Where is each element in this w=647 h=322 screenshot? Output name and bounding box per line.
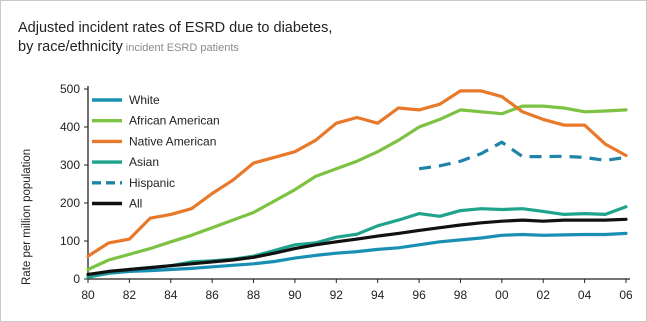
- x-tick-label: 96: [412, 288, 426, 302]
- x-tick-label: 00: [495, 288, 509, 302]
- y-tick-label: 200: [60, 196, 80, 210]
- x-tick-label: 90: [288, 288, 302, 302]
- series-line-white: [86, 231, 628, 279]
- axes: 0 100 200 300 400 500 80 82 84 86 88 90 92 94 96 98 00 02…: [60, 82, 633, 302]
- chart-subtitle: incident ESRD patients: [125, 42, 239, 54]
- chart-title-continued: by race/ethnicity: [18, 39, 123, 55]
- x-tick-label: 04: [578, 288, 592, 302]
- legend: White African American Native American Asia…: [92, 93, 220, 211]
- legend-label-hispanic: Hispanic: [129, 176, 175, 190]
- x-tick-label: 94: [371, 288, 385, 302]
- series-line-african-american: [86, 104, 628, 272]
- legend-label-african-american: African American: [129, 114, 220, 128]
- y-tick-label: 400: [60, 120, 80, 134]
- x-tick-label: 06: [619, 288, 633, 302]
- series-line-all: [86, 217, 628, 276]
- legend-label-white: White: [129, 93, 160, 107]
- y-tick-label: 100: [60, 234, 80, 248]
- x-tick-label: 92: [330, 288, 344, 302]
- series-line-hispanic: [418, 140, 627, 171]
- x-tick-label: 82: [123, 288, 137, 302]
- x-tick-label: 02: [537, 288, 551, 302]
- series-layer: [86, 89, 628, 279]
- y-tick-label: 500: [60, 82, 80, 96]
- chart-title: Adjusted incident rates of ESRD due to d…: [18, 20, 333, 36]
- chart-title-line-2: by race/ethnicity incident ESRD patients: [18, 39, 239, 55]
- y-tick-label: 300: [60, 158, 80, 172]
- x-tick-label: 84: [164, 288, 178, 302]
- x-tick-label: 98: [454, 288, 468, 302]
- x-tick-label: 88: [247, 288, 261, 302]
- legend-label-all: All: [129, 197, 142, 211]
- series-line-native-american: [86, 89, 628, 258]
- legend-label-native-american: Native American: [129, 134, 216, 148]
- x-tick-label: 80: [81, 288, 95, 302]
- y-tick-label: 0: [73, 272, 80, 286]
- legend-label-asian: Asian: [129, 155, 159, 169]
- x-tick-label: 86: [205, 288, 219, 302]
